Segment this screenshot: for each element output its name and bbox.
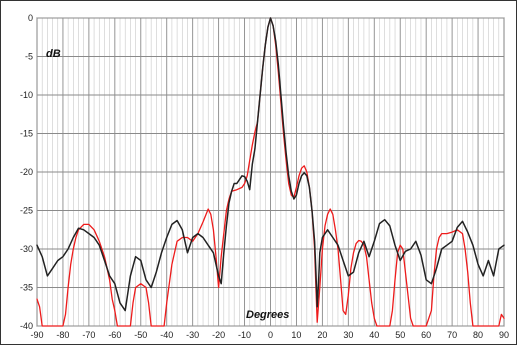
y-tick-label: -40 — [20, 321, 33, 331]
grid — [36, 17, 505, 327]
x-tick-label: 30 — [343, 330, 353, 340]
x-tick-label: 20 — [317, 330, 327, 340]
x-tick-label: -90 — [30, 330, 43, 340]
x-tick-label: -50 — [134, 330, 147, 340]
x-tick-label: 0 — [268, 330, 273, 340]
y-tick-label: -5 — [25, 52, 33, 62]
x-axis-label: Degrees — [246, 309, 289, 321]
series-line — [36, 17, 505, 312]
x-tick-label: -60 — [108, 330, 121, 340]
y-tick-label: -20 — [20, 167, 33, 177]
y-tick-label: -25 — [20, 206, 33, 216]
x-tick-label: 90 — [499, 330, 509, 340]
x-tick-label: -20 — [212, 330, 225, 340]
y-tick-label: -30 — [20, 244, 33, 254]
x-tick-label: 40 — [369, 330, 379, 340]
x-tick-label: -30 — [186, 330, 199, 340]
x-tick-label: 50 — [395, 330, 405, 340]
x-tick-label: -40 — [160, 330, 173, 340]
x-tick-label: -70 — [82, 330, 95, 340]
x-tick-label: 10 — [291, 330, 301, 340]
x-tick-label: -80 — [56, 330, 69, 340]
y-tick-label: -35 — [20, 283, 33, 293]
x-tick-label: 70 — [447, 330, 457, 340]
y-axis-label: dB — [46, 48, 61, 60]
x-tick-label: 80 — [473, 330, 483, 340]
x-tick-label: -10 — [238, 330, 251, 340]
y-tick-label: -15 — [20, 129, 33, 139]
series-lines — [36, 17, 505, 327]
y-tick-label: 0 — [28, 13, 33, 23]
tick-labels: -90 -80 -70 -60 -50 -40 -30 -20 -10 0 10 20 30 40 50 60… — [20, 13, 509, 340]
x-tick-label: 60 — [421, 330, 431, 340]
y-tick-label: -10 — [20, 90, 33, 100]
